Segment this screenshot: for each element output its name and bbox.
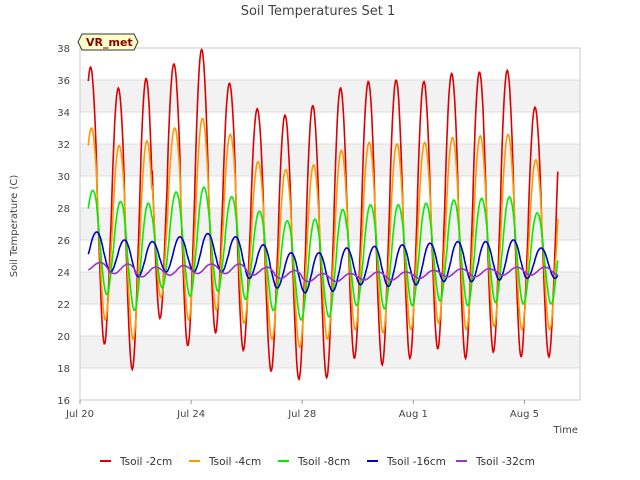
y-tick-label: 22	[57, 300, 70, 311]
x-axis-label: Time	[553, 425, 578, 436]
background-band	[80, 80, 580, 112]
series-line-tsoil-32cm	[87, 261, 558, 283]
background-band	[80, 144, 580, 176]
y-tick-label: 16	[57, 396, 70, 407]
y-tick-label: 34	[57, 108, 70, 119]
y-tick-label: 32	[57, 140, 70, 151]
legend-label: Tsoil -4cm	[208, 456, 261, 468]
series-line-tsoil-8cm	[87, 186, 559, 321]
series-line-tsoil-16cm	[87, 231, 559, 294]
legend-item: Tsoil -4cm	[189, 456, 261, 468]
x-tick-label: Aug 1	[399, 409, 428, 420]
legend-label: Tsoil -16cm	[386, 456, 446, 468]
legend-item: Tsoil -8cm	[278, 456, 350, 468]
y-tick-label: 30	[57, 172, 70, 183]
station-badge: VR_met	[77, 33, 139, 51]
series-layer	[87, 48, 559, 382]
y-axis-label: Soil Temperature (C)	[9, 175, 20, 278]
x-tick-label: Jul 24	[176, 409, 205, 420]
badge-background	[77, 33, 139, 51]
legend-label: Tsoil -8cm	[297, 456, 350, 468]
y-tick-label: 26	[57, 236, 70, 247]
legend-label: Tsoil -2cm	[119, 456, 172, 468]
series-line-tsoil-4cm	[87, 117, 559, 349]
y-tick-label: 38	[57, 44, 70, 55]
series-line-tsoil-2cm	[87, 48, 559, 382]
x-tick-label: Jul 20	[65, 409, 94, 420]
chart-title: Soil Temperatures Set 1	[241, 4, 396, 19]
y-tick-label: 36	[57, 76, 70, 87]
x-tick-label: Aug 5	[510, 409, 539, 420]
y-tick-label: 28	[57, 204, 70, 215]
legend-item: Tsoil -2cm	[100, 456, 172, 468]
background-band	[80, 208, 580, 240]
y-axis-ticks: 16 18 20 22 24 26 28 30 32 34 36 38	[57, 44, 70, 407]
legend: Tsoil -2cm Tsoil -4cm Tsoil -8cm Tsoil -16c…	[100, 456, 535, 468]
y-tick-label: 24	[57, 268, 70, 279]
y-tick-label: 20	[57, 332, 70, 343]
x-axis-ticks: Jul 20 Jul 24 Jul 28 Aug 1 Aug 5	[65, 400, 539, 420]
legend-label: Tsoil -32cm	[475, 456, 535, 468]
legend-item: Tsoil -32cm	[456, 456, 535, 468]
y-tick-label: 18	[57, 364, 70, 375]
x-tick-label: Jul 28	[287, 409, 316, 420]
plot-frame	[79, 47, 581, 401]
badge-label: VR_met	[86, 36, 133, 49]
legend-item: Tsoil -16cm	[367, 456, 446, 468]
